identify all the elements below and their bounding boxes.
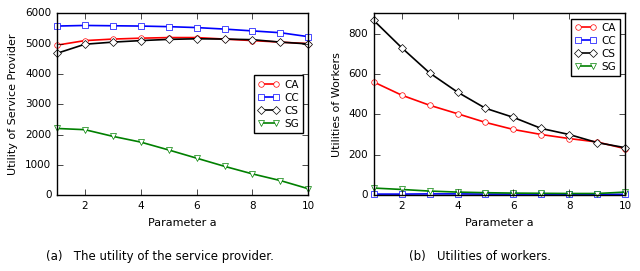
Y-axis label: Utility of Service Provider: Utility of Service Provider	[8, 34, 19, 175]
CC	[370, 192, 378, 196]
X-axis label: Parameter a: Parameter a	[465, 218, 534, 228]
CS	[370, 19, 378, 22]
CC	[454, 192, 461, 196]
CS	[398, 46, 406, 49]
SG	[53, 127, 61, 130]
CC	[53, 24, 61, 28]
Line: CS: CS	[54, 36, 311, 56]
CS	[565, 133, 573, 136]
SG	[565, 192, 573, 195]
CC	[276, 31, 284, 34]
Y-axis label: Utilities of Workers: Utilities of Workers	[332, 52, 342, 157]
CS	[426, 71, 433, 75]
CS	[137, 39, 145, 42]
SG	[137, 140, 145, 144]
CS	[593, 141, 601, 144]
CC	[221, 27, 228, 31]
CS	[249, 38, 257, 41]
SG	[538, 192, 545, 195]
CA	[398, 93, 406, 97]
CS	[305, 42, 312, 46]
CC	[481, 192, 489, 196]
SG	[81, 128, 89, 131]
CS	[481, 107, 489, 110]
CS	[53, 52, 61, 55]
SG	[370, 186, 378, 190]
CS	[538, 127, 545, 130]
SG	[276, 179, 284, 182]
CA	[481, 121, 489, 124]
SG	[426, 189, 433, 193]
CA	[137, 37, 145, 40]
CA	[193, 36, 200, 39]
SG	[221, 165, 228, 168]
CC	[193, 26, 200, 29]
CC	[165, 25, 173, 28]
Line: CC: CC	[371, 191, 628, 197]
CS	[276, 40, 284, 44]
CC	[565, 193, 573, 196]
CA	[593, 140, 601, 144]
CC	[109, 24, 116, 27]
CC	[81, 24, 89, 27]
CC	[249, 29, 257, 33]
Line: CA: CA	[54, 35, 311, 48]
CA	[221, 37, 228, 41]
Legend: CA, CC, CS, SG: CA, CC, CS, SG	[254, 75, 303, 133]
CA	[621, 147, 629, 150]
SG	[481, 191, 489, 194]
CS	[165, 38, 173, 41]
CC	[398, 192, 406, 196]
CS	[221, 37, 228, 41]
Line: SG: SG	[371, 185, 628, 196]
Line: CC: CC	[54, 23, 311, 40]
CC	[137, 24, 145, 28]
CA	[81, 39, 89, 42]
CC	[305, 35, 312, 38]
CS	[509, 116, 517, 119]
SG	[165, 148, 173, 151]
CS	[109, 40, 116, 44]
CC	[509, 192, 517, 196]
CA	[109, 37, 116, 41]
CA	[565, 137, 573, 140]
SG	[305, 187, 312, 191]
CS	[193, 37, 200, 40]
Line: SG: SG	[54, 126, 311, 192]
CA	[426, 104, 433, 107]
CS	[81, 43, 89, 46]
CC	[538, 192, 545, 196]
SG	[593, 192, 601, 195]
SG	[193, 157, 200, 160]
Line: CA: CA	[371, 79, 628, 151]
SG	[249, 172, 257, 176]
SG	[398, 188, 406, 191]
CA	[509, 128, 517, 131]
CC	[621, 193, 629, 196]
Legend: CA, CC, CS, SG: CA, CC, CS, SG	[571, 18, 620, 76]
CA	[249, 39, 257, 42]
CA	[165, 36, 173, 39]
CA	[454, 112, 461, 115]
CS	[454, 91, 461, 94]
CA	[538, 133, 545, 136]
SG	[509, 192, 517, 195]
CC	[426, 192, 433, 196]
SG	[454, 191, 461, 194]
Line: CS: CS	[371, 18, 628, 150]
Text: (a)   The utility of the service provider.: (a) The utility of the service provider.	[46, 250, 274, 263]
SG	[109, 135, 116, 138]
X-axis label: Parameter a: Parameter a	[148, 218, 217, 228]
SG	[621, 191, 629, 194]
CC	[593, 193, 601, 196]
CS	[621, 146, 629, 149]
Text: (b)   Utilities of workers.: (b) Utilities of workers.	[409, 250, 551, 263]
CA	[305, 42, 312, 45]
CA	[53, 44, 61, 47]
CA	[370, 80, 378, 84]
CA	[276, 40, 284, 44]
